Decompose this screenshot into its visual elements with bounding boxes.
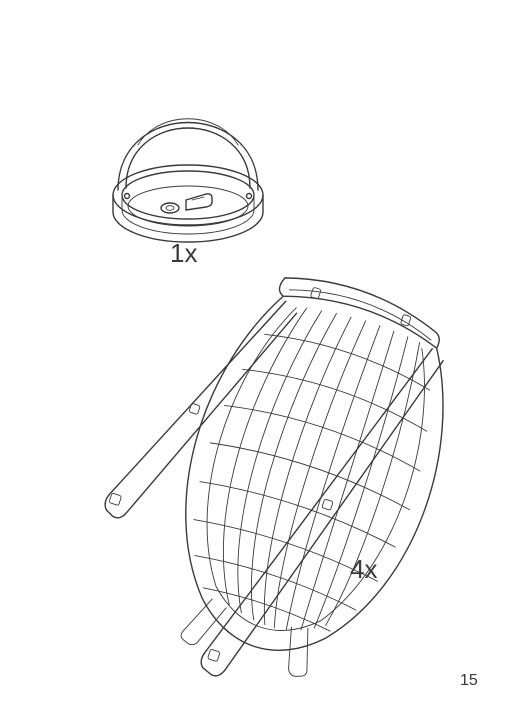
part-top [113,119,263,242]
instruction-page: 1x 4x 15 [0,0,506,714]
page-number: 15 [460,672,478,690]
part-bottom-count-label: 4x [350,554,377,585]
assembly-illustration [0,0,506,714]
part-bottom [65,236,484,714]
part-top-count-label: 1x [170,238,197,269]
